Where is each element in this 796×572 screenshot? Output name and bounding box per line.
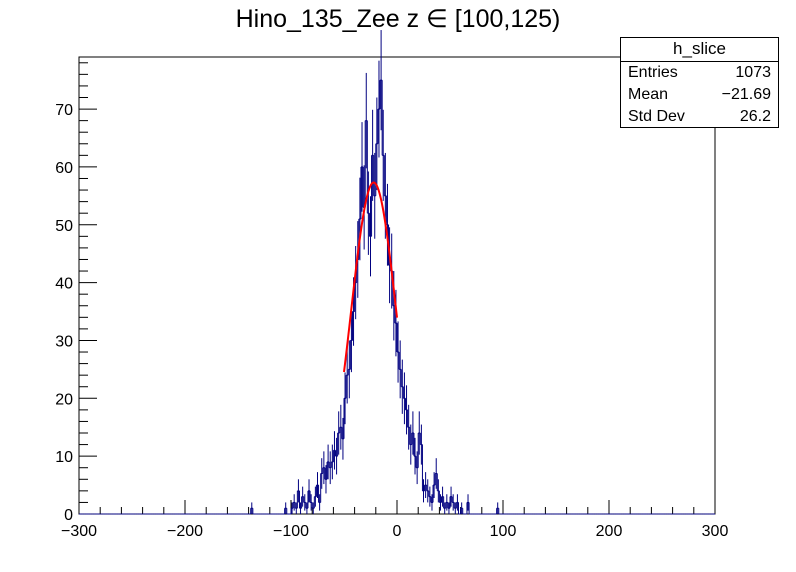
stats-value: −21.69 (721, 86, 771, 103)
stats-box-title: h_slice (621, 38, 778, 62)
x-tick-label: 0 (393, 523, 402, 540)
stats-row-std-dev: Std Dev 26.2 (621, 106, 778, 128)
x-tick-label: 100 (490, 523, 517, 540)
y-tick-label: 60 (55, 160, 73, 177)
stats-label: Mean (628, 86, 669, 103)
stats-row-mean: Mean −21.69 (621, 84, 778, 106)
x-tick-label: −300 (61, 523, 97, 540)
x-tick-label: −100 (273, 523, 309, 540)
y-tick-label: 40 (55, 276, 73, 293)
histogram-series (79, 30, 715, 515)
stats-label: Entries (628, 64, 678, 81)
stats-label: Std Dev (628, 108, 685, 125)
y-tick-label: 10 (55, 449, 73, 466)
stats-value: 26.2 (739, 108, 771, 125)
stats-row-entries: Entries 1073 (621, 62, 778, 84)
y-tick-label: 50 (55, 218, 73, 235)
y-tick-label: 30 (55, 333, 73, 350)
y-tick-label: 70 (55, 102, 73, 119)
y-axis: 0 10 20 30 40 50 60 70 (55, 62, 97, 524)
gaussian-fit-curve (343, 181, 398, 373)
stats-value: 1073 (735, 64, 771, 81)
y-tick-label: 20 (55, 391, 73, 408)
x-tick-label: −200 (167, 523, 203, 540)
x-axis: −300 −200 −100 0 100 200 300 (61, 500, 728, 540)
x-tick-label: 200 (596, 523, 623, 540)
stats-box: h_slice Entries 1073 Mean −21.69 Std Dev… (620, 37, 779, 128)
x-tick-label: 300 (702, 523, 729, 540)
y-tick-label: 0 (64, 507, 73, 524)
chart-title: Hino_135_Zee z ∈ [100,125) (235, 5, 561, 33)
